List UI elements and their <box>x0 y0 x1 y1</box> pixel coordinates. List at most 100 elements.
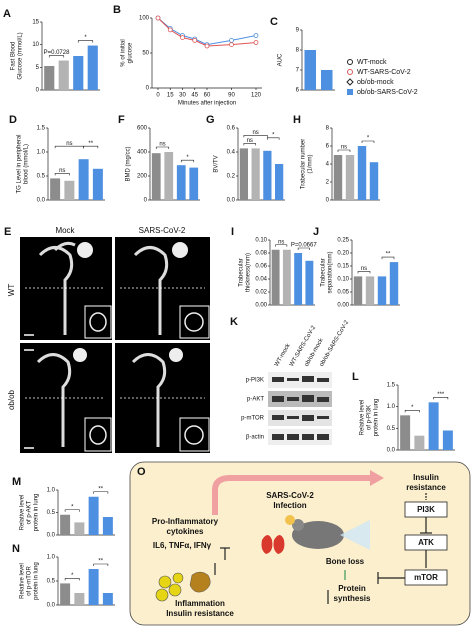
bar <box>74 522 85 535</box>
y-axis-label: (1/mm) <box>308 155 314 174</box>
significance-bracket <box>83 145 99 149</box>
y-axis-label: BV/TV <box>214 155 220 172</box>
panel-label: B <box>113 4 121 16</box>
x-tick-label: 60 <box>204 93 211 99</box>
y-axis-label: AUC <box>278 53 284 66</box>
diagram-node: PI3K <box>417 505 435 514</box>
y-tick-label: 0.6 <box>227 126 236 132</box>
y-tick-label: 15 <box>32 20 39 26</box>
significance-label: ns <box>341 145 347 151</box>
y-axis-label: Trabecular number <box>301 139 307 189</box>
significance-bracket <box>64 578 80 581</box>
significance-label: * <box>71 504 74 510</box>
significance-bracket <box>48 55 65 58</box>
y-tick-label: 600 <box>137 126 148 132</box>
significance-bracket <box>275 244 288 247</box>
y-tick-label: 50 <box>142 51 149 57</box>
bar <box>442 430 453 450</box>
y-tick-label: 5 <box>36 65 40 71</box>
y-tick-label: 0 <box>146 86 150 92</box>
y-tick-label: 0.25 <box>337 238 349 244</box>
y-tick-label: 100 <box>139 16 150 22</box>
bar <box>305 260 314 305</box>
significance-label: ns <box>278 239 284 245</box>
panel-label: A <box>3 8 11 20</box>
x-tick-label: 90 <box>228 93 235 99</box>
point <box>167 27 173 33</box>
blot-column-label: ob/ob-SARS-CoV-2 <box>319 319 351 368</box>
y-tick-label: 0.10 <box>255 238 267 244</box>
diagram-text: IL6, TNFα, IFNγ <box>153 541 212 550</box>
point <box>253 40 259 45</box>
panel-label: O <box>137 466 146 478</box>
significance-label: ns <box>159 142 165 148</box>
significance-bracket <box>297 247 310 250</box>
significance-bracket <box>54 173 70 176</box>
significance-label: * <box>272 132 275 138</box>
significance-bracket <box>381 256 395 260</box>
significance-bracket <box>64 509 80 512</box>
point <box>229 38 234 43</box>
significance-bracket <box>180 159 195 163</box>
y-axis-label: protein in lung <box>374 399 380 437</box>
line <box>157 17 257 47</box>
panel-label: J <box>313 226 319 238</box>
diagram-node: mTOR <box>414 573 438 582</box>
y-tick-label: 0.08 <box>255 251 267 257</box>
y-tick-label: 0.10 <box>337 277 349 283</box>
y-tick-label: 0.04 <box>255 277 267 283</box>
legend-label: WT-SARS-CoV-2 <box>357 69 411 76</box>
blot-image <box>268 372 332 445</box>
y-tick-label: 0 <box>144 198 148 204</box>
diagram-text: resistance <box>406 483 446 492</box>
bar <box>189 167 199 200</box>
bar <box>87 45 98 90</box>
bar <box>58 60 69 90</box>
bar <box>151 153 161 200</box>
image-row-label: WT <box>7 284 16 297</box>
legend-label: ob/ob-mock <box>357 79 394 86</box>
x-tick-label: 30 <box>179 93 186 99</box>
bar <box>102 593 113 605</box>
bar <box>78 159 89 200</box>
bar <box>176 165 186 200</box>
bar <box>400 415 411 450</box>
bar <box>263 150 272 200</box>
bar <box>271 249 280 305</box>
diagram-text: Infection <box>273 501 306 510</box>
significance-bracket <box>243 135 268 138</box>
y-tick-label: 1.0 <box>37 150 46 156</box>
significance-label: * <box>367 136 370 142</box>
significance-label: ** <box>386 252 391 258</box>
bar <box>369 162 379 200</box>
y-axis-label: Relative level <box>20 563 26 599</box>
blot-column-label: WT-SARS-CoV-2 <box>289 324 318 367</box>
y-tick-label: 0.0 <box>227 198 236 204</box>
x-tick-label: 0 <box>156 93 160 99</box>
y-axis-label: glucose <box>128 42 134 63</box>
y-axis-label: Fast Blood <box>11 42 17 71</box>
bar <box>333 155 343 200</box>
y-tick-label: 1.0 <box>387 404 396 410</box>
diagram-text: cytokines <box>167 527 204 536</box>
image-column-label: SARS-CoV-2 <box>139 226 186 235</box>
y-tick-label: 0.0 <box>47 533 56 539</box>
bar <box>389 262 399 305</box>
legend-label: ob/ob-SARS-CoV-2 <box>357 89 418 96</box>
legend-marker <box>347 69 353 75</box>
bar <box>60 583 71 605</box>
significance-label: ns <box>247 138 253 144</box>
panel-label: H <box>293 114 301 126</box>
diagram-text: Bone loss <box>326 557 365 566</box>
y-tick-label: 2 <box>326 180 330 186</box>
y-tick-label: 8 <box>326 126 330 132</box>
significance-bracket <box>337 149 351 152</box>
y-tick-label: 1.5 <box>387 383 396 389</box>
y-tick-label: 1.0 <box>47 555 56 561</box>
point <box>180 35 185 40</box>
y-tick-label: 6 <box>296 88 300 94</box>
y-axis-label: Glucose (mmol/L) <box>18 32 24 79</box>
bar <box>60 514 71 535</box>
y-tick-label: 0 <box>326 198 330 204</box>
